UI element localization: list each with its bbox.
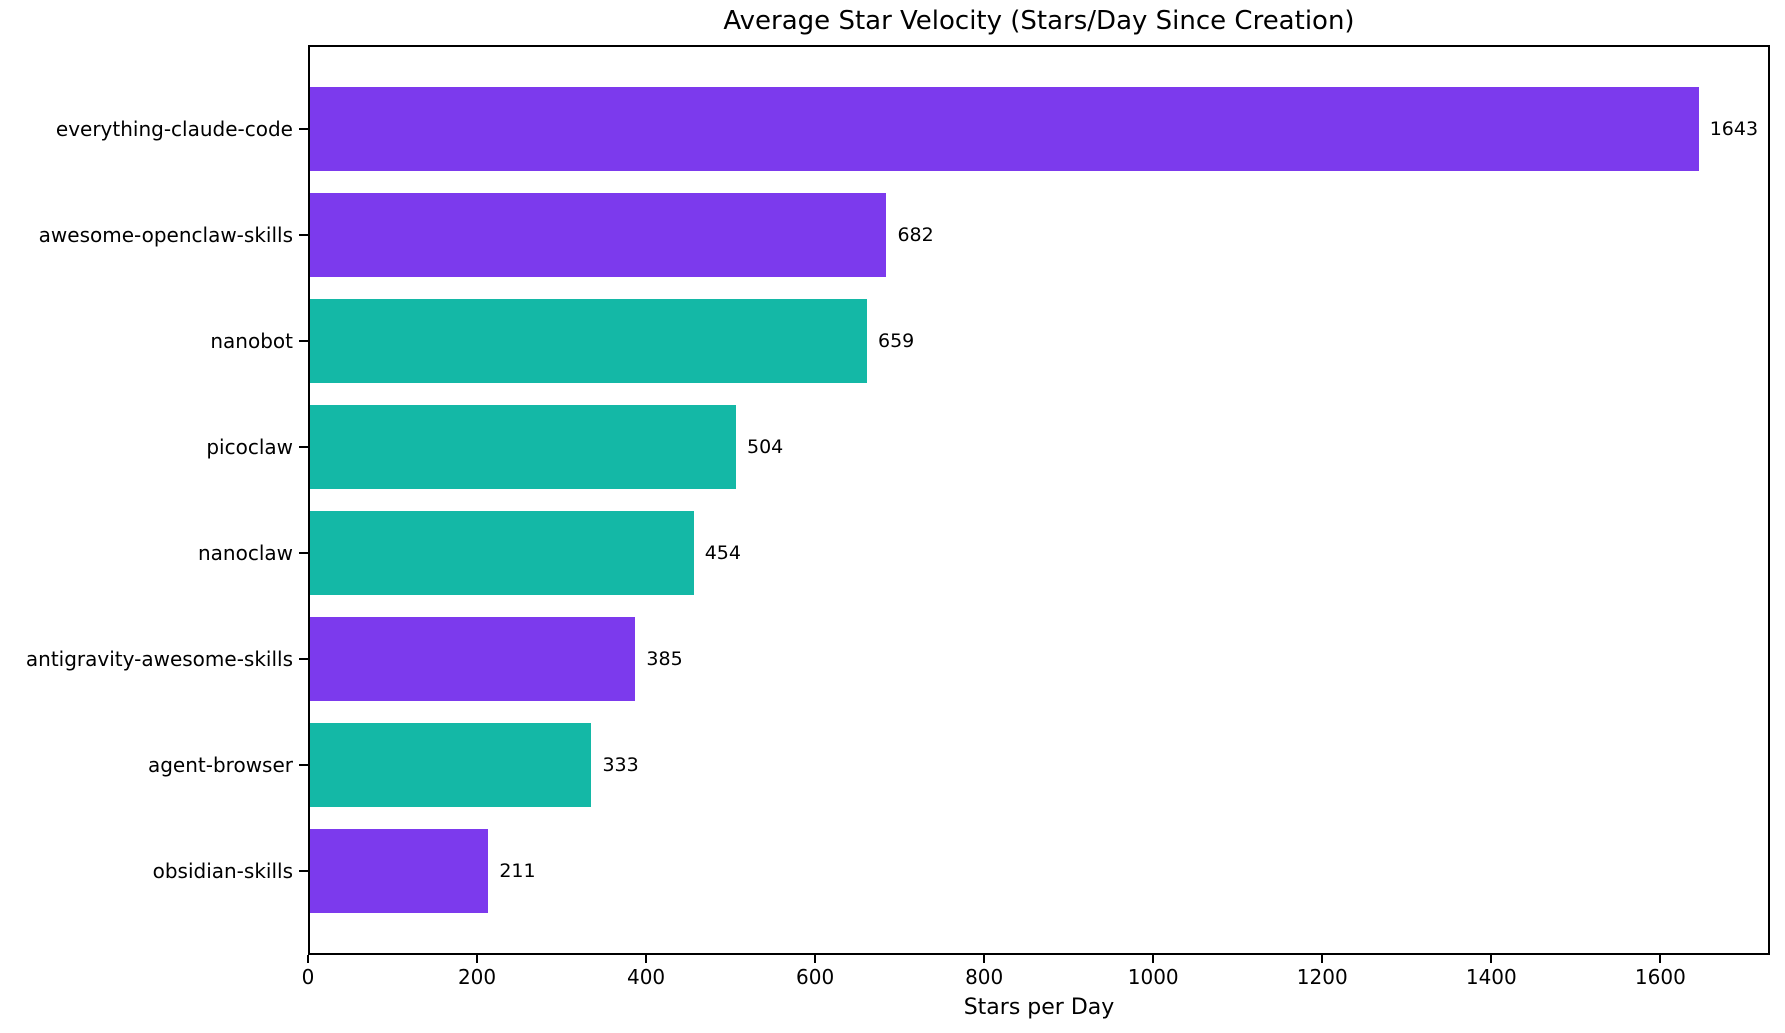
y-tick-mark bbox=[299, 870, 308, 873]
y-tick-mark bbox=[299, 445, 308, 448]
y-tick-mark bbox=[299, 552, 308, 555]
bar-value-label: 333 bbox=[602, 754, 639, 777]
bar-value-label: 211 bbox=[499, 860, 536, 883]
bar bbox=[310, 86, 1699, 171]
y-tick-label: nanoclaw bbox=[197, 541, 293, 566]
x-axis-label: Stars per Day bbox=[963, 995, 1115, 1020]
y-tick-mark bbox=[299, 339, 308, 342]
bar bbox=[310, 404, 736, 489]
x-tick-label: 1200 bbox=[1296, 965, 1348, 989]
x-tick-mark bbox=[1152, 955, 1155, 963]
y-tick-label: obsidian-skills bbox=[152, 859, 293, 884]
y-tick-mark bbox=[299, 127, 308, 130]
x-tick-label: 200 bbox=[457, 965, 497, 989]
x-tick-label: 1600 bbox=[1634, 965, 1686, 989]
bar-value-label: 454 bbox=[704, 542, 741, 565]
bar bbox=[310, 192, 887, 277]
x-tick-mark bbox=[307, 955, 309, 963]
y-tick-mark bbox=[299, 233, 308, 236]
x-tick-label: 1400 bbox=[1465, 965, 1517, 989]
bar bbox=[310, 829, 489, 914]
chart-title: Average Star Velocity (Stars/Day Since C… bbox=[723, 6, 1355, 36]
x-tick-label: 800 bbox=[965, 965, 1004, 989]
y-tick-label: picoclaw bbox=[206, 434, 293, 459]
bar-value-label: 504 bbox=[746, 435, 784, 458]
x-tick-mark bbox=[476, 955, 479, 963]
bar bbox=[310, 298, 867, 383]
bar bbox=[310, 511, 694, 596]
bar bbox=[310, 617, 636, 702]
x-tick-mark bbox=[814, 955, 817, 963]
y-tick-label: antigravity-awesome-skills bbox=[25, 647, 293, 672]
y-tick-label: nanobot bbox=[210, 328, 293, 353]
bar-value-label: 659 bbox=[877, 329, 915, 352]
y-tick-mark bbox=[299, 658, 308, 661]
x-tick-mark bbox=[1490, 955, 1493, 963]
x-tick-label: 0 bbox=[301, 965, 315, 989]
x-tick-mark bbox=[1659, 955, 1662, 963]
bars-layer: 1643 682 659 504 454 385 333 211 bbox=[310, 47, 1768, 953]
x-tick-label: 600 bbox=[796, 965, 835, 989]
x-tick-label: 1000 bbox=[1127, 965, 1179, 989]
bar-value-label: 385 bbox=[646, 648, 683, 671]
y-tick-mark bbox=[299, 764, 308, 767]
x-tick-mark bbox=[1321, 955, 1324, 963]
plot-area: 1643 682 659 504 454 385 333 211 bbox=[308, 45, 1770, 955]
y-tick-label: agent-browser bbox=[147, 753, 293, 778]
x-tick-mark bbox=[645, 955, 648, 963]
x-tick-label: 400 bbox=[626, 965, 666, 989]
bar-value-label: 1643 bbox=[1709, 117, 1759, 140]
x-tick-mark bbox=[983, 955, 986, 963]
bar-value-label: 682 bbox=[897, 223, 934, 246]
y-tick-label: awesome-openclaw-skills bbox=[38, 222, 293, 247]
bar bbox=[310, 723, 592, 808]
y-tick-label: everything-claude-code bbox=[55, 116, 293, 141]
